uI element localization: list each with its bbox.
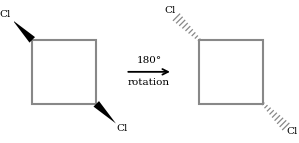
Text: Cl: Cl (164, 6, 176, 15)
Text: rotation: rotation (128, 78, 170, 87)
Text: Cl: Cl (287, 127, 298, 136)
Polygon shape (13, 20, 35, 43)
Text: Cl: Cl (117, 124, 128, 133)
Text: Cl: Cl (0, 10, 11, 19)
Text: 180°: 180° (137, 56, 162, 65)
Polygon shape (94, 101, 116, 124)
